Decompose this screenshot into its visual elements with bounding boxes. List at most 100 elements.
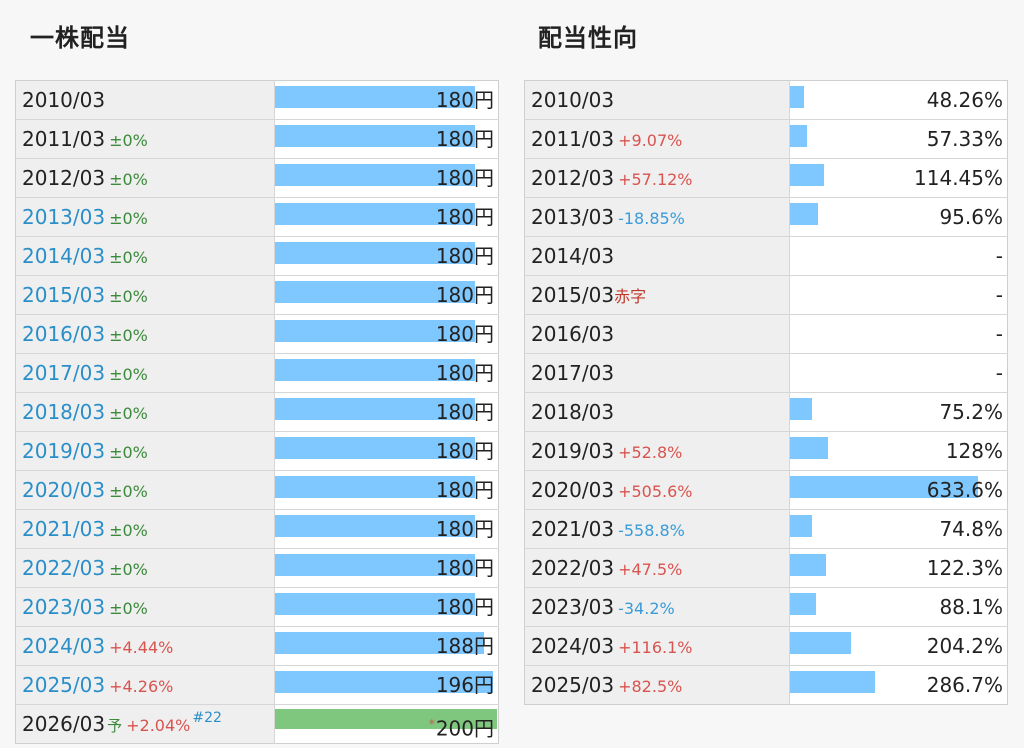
payout-value: 204.2% — [926, 634, 1003, 658]
payout-year: 2019/03 — [531, 439, 615, 463]
dividend-amount: 180 — [435, 244, 474, 268]
dividend-year-cell: 2021/03 ±0% — [15, 509, 275, 549]
payout-row: 2019/03 +52.8% 128% — [524, 431, 1008, 471]
dividend-row: 2014/03 ±0% 180円 — [15, 236, 499, 276]
dividend-year-cell: 2024/03 +4.44% — [15, 626, 275, 666]
dividend-year-link[interactable]: 2024/03 — [22, 634, 106, 658]
payout-bar — [790, 632, 851, 654]
dividend-row: 2018/03 ±0% 180円 — [15, 392, 499, 432]
dividend-year-link[interactable]: 2015/03 — [22, 283, 106, 307]
dividend-bar — [275, 242, 475, 264]
dividend-bar — [275, 125, 475, 147]
dividend-year-link[interactable]: 2017/03 — [22, 361, 106, 385]
dividend-year-cell: 2014/03 ±0% — [15, 236, 275, 276]
dividend-unit: 円 — [474, 595, 494, 619]
forecast-mark: 予 — [107, 717, 123, 735]
dividend-unit: 円 — [474, 439, 494, 463]
dividend-value: 180円 — [436, 276, 494, 314]
dividend-year-cell: 2010/03 — [15, 80, 275, 120]
dividend-year-cell: 2019/03 ±0% — [15, 431, 275, 471]
dividend-year-link[interactable]: 2022/03 — [22, 556, 106, 580]
payout-year: 2010/03 — [531, 88, 615, 112]
dividend-year: 2012/03 — [22, 166, 106, 190]
dividend-bar-cell: 180円 — [274, 353, 499, 393]
payout-bar — [790, 398, 812, 420]
dividend-row: 2023/03 ±0% 180円 — [15, 587, 499, 627]
dividend-table: 2010/03 180円 2011/03 ±0% 180円 2012/03 ±0% 180円 2… — [15, 80, 499, 744]
payout-value: - — [995, 283, 1003, 307]
dividend-year-link[interactable]: 2014/03 — [22, 244, 106, 268]
payout-bar — [790, 671, 875, 693]
dividend-unit: 円 — [474, 478, 494, 502]
payout-row: 2023/03 -34.2% 88.1% — [524, 587, 1008, 627]
payout-year-cell: 2021/03 -558.8% — [524, 509, 790, 549]
payout-table: 2010/03 48.26% 2011/03 +9.07% 57.33% 2012/03 +… — [524, 80, 1008, 705]
dividend-amount: 180 — [435, 322, 474, 346]
payout-value: 122.3% — [926, 556, 1003, 580]
dividend-bar-cell: 180円 — [274, 119, 499, 159]
payout-year-cell: 2018/03 — [524, 392, 790, 432]
payout-bar-cell: - — [789, 353, 1008, 393]
payout-year: 2024/03 — [531, 634, 615, 658]
dividend-bar-cell: 180円 — [274, 470, 499, 510]
dividend-year-link[interactable]: 2021/03 — [22, 517, 106, 541]
payout-value: - — [995, 322, 1003, 346]
dividend-year-link[interactable]: 2016/03 — [22, 322, 106, 346]
payout-year-cell: 2012/03 +57.12% — [524, 158, 790, 198]
dividend-year-link[interactable]: 2023/03 — [22, 595, 106, 619]
payout-bar — [790, 86, 804, 108]
dividend-row: 2010/03 180円 — [15, 80, 499, 120]
dividend-bar — [275, 281, 475, 303]
payout-row: 2015/03赤字 - — [524, 275, 1008, 315]
footnote-link[interactable]: #22 — [192, 710, 222, 726]
payout-year: 2016/03 — [531, 322, 615, 346]
payout-value: 286.7% — [926, 673, 1003, 697]
dividend-bar-cell: 180円 — [274, 392, 499, 432]
payout-bar — [790, 437, 828, 459]
dividend-value: 180円 — [436, 432, 494, 470]
dividend-change: ±0% — [109, 287, 148, 306]
dividend-row: 2015/03 ±0% 180円 — [15, 275, 499, 315]
payout-row: 2010/03 48.26% — [524, 80, 1008, 120]
payout-bar-cell: 122.3% — [789, 548, 1008, 588]
dividend-amount: 188 — [435, 634, 474, 658]
dividend-bar-cell: 180円 — [274, 197, 499, 237]
dividend-year-cell: 2012/03 ±0% — [15, 158, 275, 198]
dividend-row: 2016/03 ±0% 180円 — [15, 314, 499, 354]
dividend-amount: 180 — [435, 439, 474, 463]
dividend-value: 180円 — [436, 588, 494, 626]
dividend-bar — [275, 476, 475, 498]
payout-bar-cell: - — [789, 275, 1008, 315]
dividend-value: 180円 — [436, 354, 494, 392]
dividend-bar — [275, 593, 475, 615]
payout-row: 2018/03 75.2% — [524, 392, 1008, 432]
dividend-amount: 180 — [435, 127, 474, 151]
dividend-value: 180円 — [436, 159, 494, 197]
dividend-year-link[interactable]: 2025/03 — [22, 673, 106, 697]
payout-year: 2014/03 — [531, 244, 615, 268]
payout-bar-cell: 74.8% — [789, 509, 1008, 549]
payout-year: 2025/03 — [531, 673, 615, 697]
dividend-year-cell: 2016/03 ±0% — [15, 314, 275, 354]
dividend-row: 2017/03 ±0% 180円 — [15, 353, 499, 393]
payout-bar — [790, 476, 978, 498]
dividend-year-link[interactable]: 2020/03 — [22, 478, 106, 502]
dividend-bar — [275, 86, 475, 108]
dividend-year-link[interactable]: 2013/03 — [22, 205, 106, 229]
payout-value: 114.45% — [914, 166, 1003, 190]
payout-row: 2025/03 +82.5% 286.7% — [524, 665, 1008, 705]
dividend-year-link[interactable]: 2018/03 — [22, 400, 106, 424]
dividend-unit: 円 — [474, 88, 494, 112]
payout-year-cell: 2013/03 -18.85% — [524, 197, 790, 237]
payout-bar-cell: 633.6% — [789, 470, 1008, 510]
dividend-year-cell: 2026/03 予 +2.04% #22 — [15, 704, 275, 744]
dividend-change: ±0% — [109, 560, 148, 579]
payout-bar-cell: 114.45% — [789, 158, 1008, 198]
dividend-value: 180円 — [436, 549, 494, 587]
dividend-value: *200円 — [429, 705, 494, 748]
dividend-year-link[interactable]: 2019/03 — [22, 439, 106, 463]
payout-year-cell: 2016/03 — [524, 314, 790, 354]
dividend-bar — [275, 709, 497, 729]
dividend-bar — [275, 554, 475, 576]
payout-change: +116.1% — [618, 638, 693, 657]
